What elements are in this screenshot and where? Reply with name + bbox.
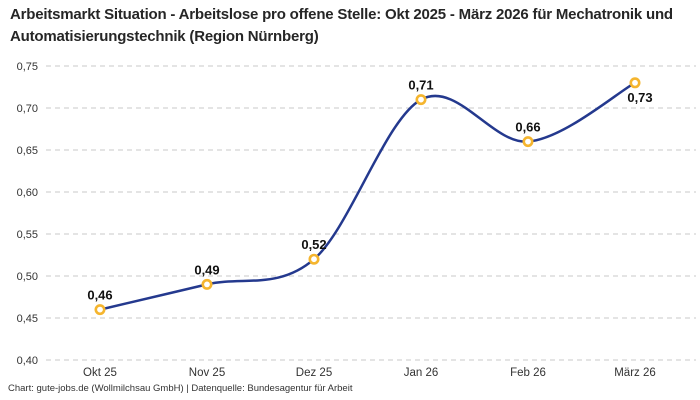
x-tick-label: Okt 25 — [83, 367, 117, 379]
y-tick-label: 0,50 — [17, 271, 38, 283]
data-point-marker — [415, 94, 427, 106]
data-point-label: 0,52 — [301, 237, 326, 252]
x-tick-label: Jan 26 — [404, 367, 439, 379]
y-tick-label: 0,45 — [17, 313, 38, 325]
data-point-label: 0,71 — [408, 78, 433, 93]
y-tick-label: 0,65 — [17, 145, 38, 157]
data-point-label: 0,73 — [627, 90, 652, 105]
data-point-marker — [308, 253, 320, 265]
data-point-marker — [94, 304, 106, 316]
x-tick-label: Dez 25 — [296, 367, 332, 379]
y-tick-label: 0,55 — [17, 229, 38, 241]
y-tick-label: 0,75 — [17, 61, 38, 73]
y-tick-label: 0,40 — [17, 355, 38, 367]
data-point-marker — [522, 136, 534, 148]
chart-title: Arbeitsmarkt Situation - Arbeitslose pro… — [10, 6, 673, 45]
data-point-label: 0,46 — [87, 288, 112, 303]
data-point-label: 0,49 — [194, 262, 219, 277]
data-point-label: 0,66 — [515, 120, 540, 135]
x-tick-label: Nov 25 — [189, 367, 225, 379]
y-tick-label: 0,70 — [17, 103, 38, 115]
y-tick-label: 0,60 — [17, 187, 38, 199]
data-point-marker — [629, 77, 641, 89]
chart-footer: Chart: gute-jobs.de (Wollmilchsau GmbH) … — [8, 383, 353, 394]
x-tick-label: Feb 26 — [510, 367, 546, 379]
x-tick-label: März 26 — [614, 367, 656, 379]
data-point-marker — [201, 278, 213, 290]
